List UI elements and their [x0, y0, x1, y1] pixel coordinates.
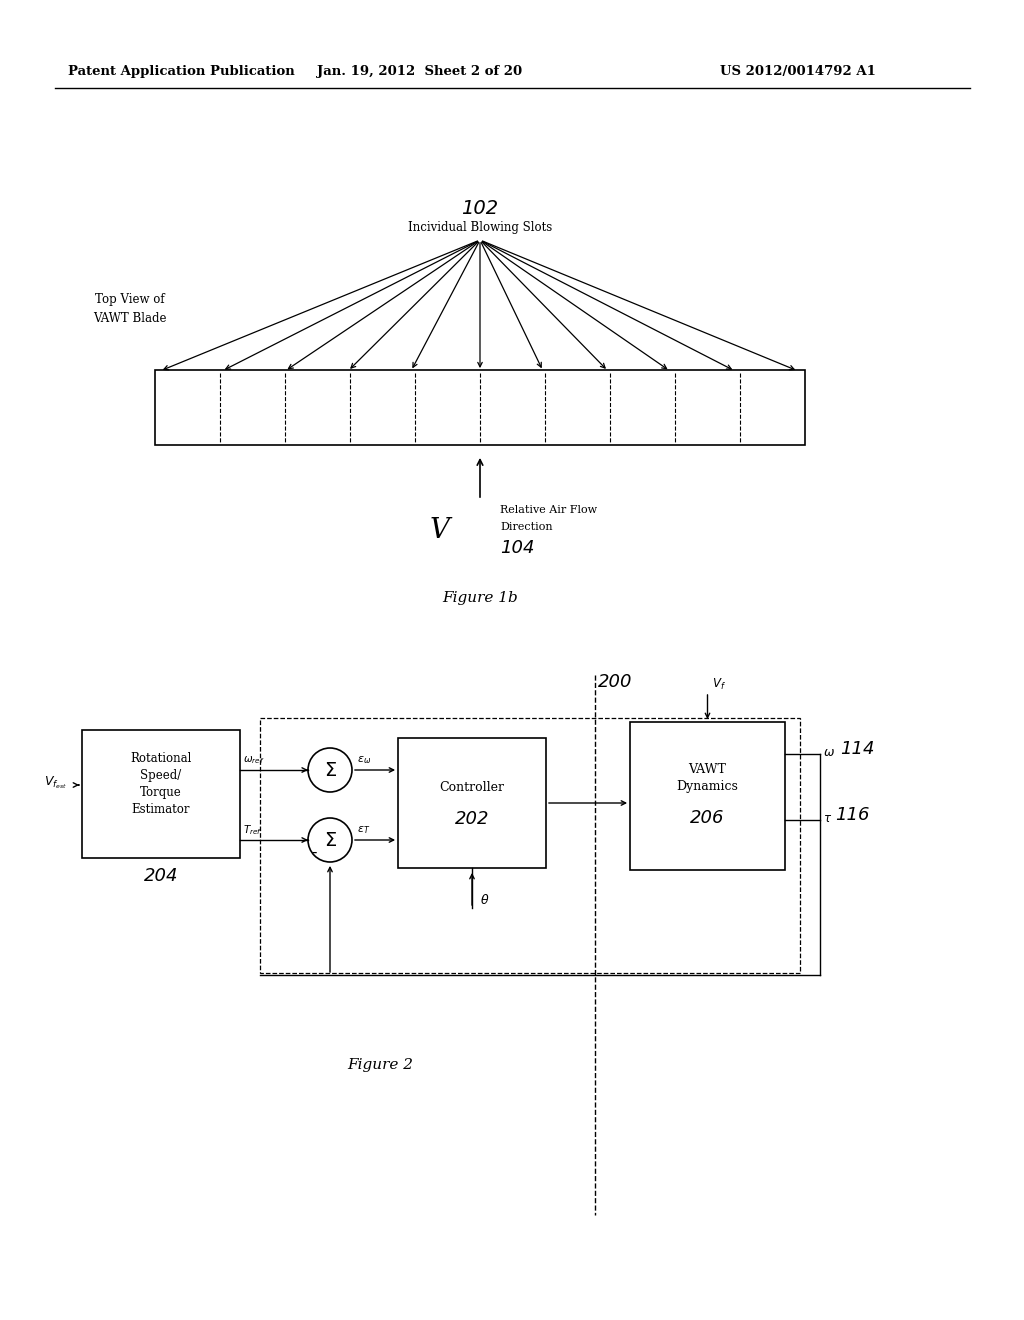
Text: US 2012/0014792 A1: US 2012/0014792 A1: [720, 66, 876, 78]
Bar: [260, 718, 800, 973]
Text: 200: 200: [598, 673, 633, 690]
Text: $T_{ref}$: $T_{ref}$: [243, 824, 262, 837]
Text: 102: 102: [462, 198, 499, 218]
Text: 114: 114: [840, 741, 874, 758]
Text: $\Sigma$: $\Sigma$: [324, 760, 337, 780]
Text: VAWT
Dynamics: VAWT Dynamics: [677, 763, 738, 793]
Text: $V_f$: $V_f$: [713, 676, 726, 692]
Text: $\theta$: $\theta$: [480, 894, 489, 907]
Text: V: V: [430, 516, 450, 544]
Text: 206: 206: [690, 809, 725, 828]
Text: Direction: Direction: [500, 521, 553, 532]
Text: $\omega$: $\omega$: [823, 746, 835, 759]
Text: Figure 2: Figure 2: [347, 1059, 413, 1072]
Text: 204: 204: [143, 867, 178, 884]
Text: $\omega_{ref}$: $\omega_{ref}$: [243, 754, 264, 766]
Text: 202: 202: [455, 809, 489, 828]
Text: Top View of: Top View of: [95, 293, 165, 306]
Text: $\varepsilon_\omega$: $\varepsilon_\omega$: [357, 754, 371, 766]
Text: Relative Air Flow: Relative Air Flow: [500, 506, 597, 515]
Text: 116: 116: [835, 807, 869, 824]
Bar: [155, 370, 805, 445]
Text: Incividual Blowing Slots: Incividual Blowing Slots: [408, 222, 552, 235]
Text: $\Sigma$: $\Sigma$: [324, 830, 337, 850]
Text: VAWT Blade: VAWT Blade: [93, 312, 167, 325]
Text: $\varepsilon_T$: $\varepsilon_T$: [357, 824, 371, 836]
Text: Patent Application Publication: Patent Application Publication: [68, 66, 295, 78]
Text: Controller: Controller: [439, 781, 505, 793]
Text: Jan. 19, 2012  Sheet 2 of 20: Jan. 19, 2012 Sheet 2 of 20: [317, 66, 522, 78]
Text: Rotational
Speed/
Torque
Estimator: Rotational Speed/ Torque Estimator: [130, 752, 191, 816]
Bar: [630, 722, 785, 870]
Text: $\tau$: $\tau$: [823, 812, 833, 825]
Text: Figure 1b: Figure 1b: [442, 591, 518, 605]
Text: 104: 104: [500, 539, 535, 557]
Text: -: -: [311, 845, 316, 859]
Bar: [398, 738, 546, 869]
Text: $V_{f_{est}}$: $V_{f_{est}}$: [44, 775, 68, 791]
Bar: [82, 730, 240, 858]
